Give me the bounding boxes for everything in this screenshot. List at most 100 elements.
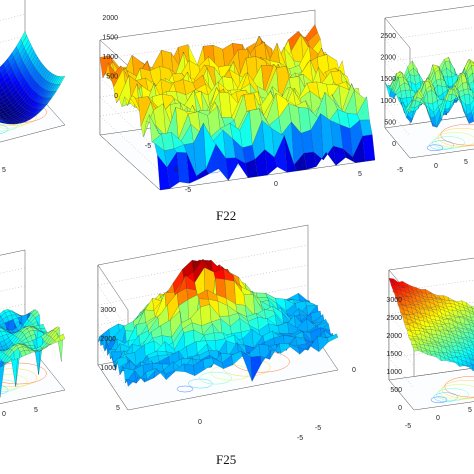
z-tick-label: 2500 (386, 315, 402, 322)
contour-line (0, 373, 28, 390)
z-tick-label: 0 (114, 93, 118, 100)
surface-facet (470, 316, 474, 322)
x-tick-label: 0 (198, 419, 202, 426)
grid-line (97, 284, 129, 331)
contour-line (430, 396, 448, 404)
grid-line (388, 279, 474, 293)
surface-facet (58, 75, 66, 85)
contour-line (436, 388, 469, 401)
caption-f22: F22 (216, 208, 237, 223)
z-tick-label: 2000 (100, 336, 116, 343)
grid-line (388, 357, 415, 389)
z-tick-label: 1500 (386, 351, 402, 358)
y-tick-label: -5 (315, 425, 321, 432)
z-tick-label: 1000 (386, 369, 402, 376)
x-tick-label: 5 (2, 167, 6, 174)
contour-line (199, 371, 232, 385)
contour-line (432, 136, 465, 149)
z-tick-label: 2000 (102, 15, 118, 22)
grid-line (384, 39, 411, 71)
surface-facet (471, 105, 474, 117)
grid-line (384, 27, 474, 41)
x-tick-label: 0 (274, 181, 278, 188)
y-tick-label: 0 (174, 167, 178, 174)
x-tick-label: 0 (436, 415, 440, 422)
surface-panel-top-center: 0 500 1000 1500 2000 -5 0 5 -5 0 (99, 9, 376, 194)
x-tick-label: 5 (468, 407, 472, 414)
surface-facet (156, 350, 168, 356)
surface-panel-bottom-center: 1000 2000 3000 5 0 -5 -5 0 (97, 224, 356, 442)
contour-line (426, 144, 444, 152)
z-tick-label: 0 (392, 141, 396, 148)
x-tick-label: 5 (358, 171, 362, 178)
surface-facet (362, 134, 376, 162)
surface-facet (470, 305, 474, 309)
contour-line (188, 378, 213, 389)
grid-line (388, 313, 415, 345)
z-tick-label: 500 (106, 74, 118, 81)
surface-panel-top-right: 0 500 1000 1500 2000 2500 -5 0 5 (380, 5, 474, 174)
grid-line (384, 61, 411, 93)
grid-line (0, 13, 26, 21)
z-tick-label: 2000 (386, 333, 402, 340)
grid-line (99, 28, 316, 60)
contour-line (433, 392, 458, 402)
contour-line (439, 384, 474, 400)
grid-line (388, 291, 415, 323)
surface-facet (58, 333, 66, 341)
contour-line (440, 123, 474, 146)
caption-f25: F25 (216, 452, 237, 467)
z-tick-label: 0 (398, 405, 402, 412)
x-tick-label: 0 (434, 163, 438, 170)
contour-line (441, 380, 474, 399)
surface-panel-top-left: 5 (0, 0, 66, 174)
z-tick-label: 3000 (100, 307, 116, 314)
surface-facet (470, 99, 474, 113)
surface-panel-bottom-right: 0 500 1000 1500 2000 2500 3000 -5 0 5 (386, 257, 474, 430)
z-tick-label: 2500 (380, 33, 396, 40)
contour-line (437, 128, 474, 147)
grid-line (97, 344, 129, 391)
surface-facet (0, 315, 2, 318)
surface-facet (470, 329, 474, 332)
surface-facet (470, 363, 474, 366)
contour-line (0, 385, 9, 395)
y-tick-label: -5 (145, 143, 151, 150)
z-tick-label: 1000 (380, 98, 396, 105)
z-tick-label: 3000 (386, 297, 402, 304)
contour-line (444, 375, 474, 398)
z-tick-label: 500 (384, 119, 396, 126)
grid-line (388, 335, 415, 367)
z-tick-label: 1500 (102, 35, 118, 42)
z-tick-label: 2000 (380, 55, 396, 62)
z-tick-label: 1500 (380, 76, 396, 83)
x-tick-label: -5 (185, 187, 191, 194)
z-tick-label: 500 (390, 387, 402, 394)
x-tick-label: -5 (297, 435, 303, 442)
surface-facet (470, 351, 474, 356)
x-tick-label: 0 (2, 411, 6, 418)
x-tick-label: 5 (34, 407, 38, 414)
contour-line (176, 385, 194, 393)
surface-panel-bottom-left: 05 (0, 249, 66, 418)
grid-line (384, 105, 411, 137)
surface-facet (470, 340, 474, 344)
contour-line (0, 124, 9, 134)
y-tick-label: 0 (352, 367, 356, 374)
surface-facet (469, 60, 474, 66)
x-tick-label: -5 (397, 167, 403, 174)
grid-line (388, 301, 474, 315)
grid-line (0, 35, 26, 43)
floor (388, 367, 474, 411)
z-tick-label: 1000 (100, 365, 116, 372)
x-tick-label: 5 (464, 159, 468, 166)
surface-facet (471, 65, 474, 74)
contour-line (435, 132, 474, 148)
x-tick-label: 5 (116, 405, 120, 412)
x-tick-label: -5 (405, 423, 411, 430)
contour-line (429, 140, 454, 150)
z-tick-label: 1000 (102, 54, 118, 61)
surface-facet (326, 333, 339, 343)
grid-line (384, 49, 474, 63)
